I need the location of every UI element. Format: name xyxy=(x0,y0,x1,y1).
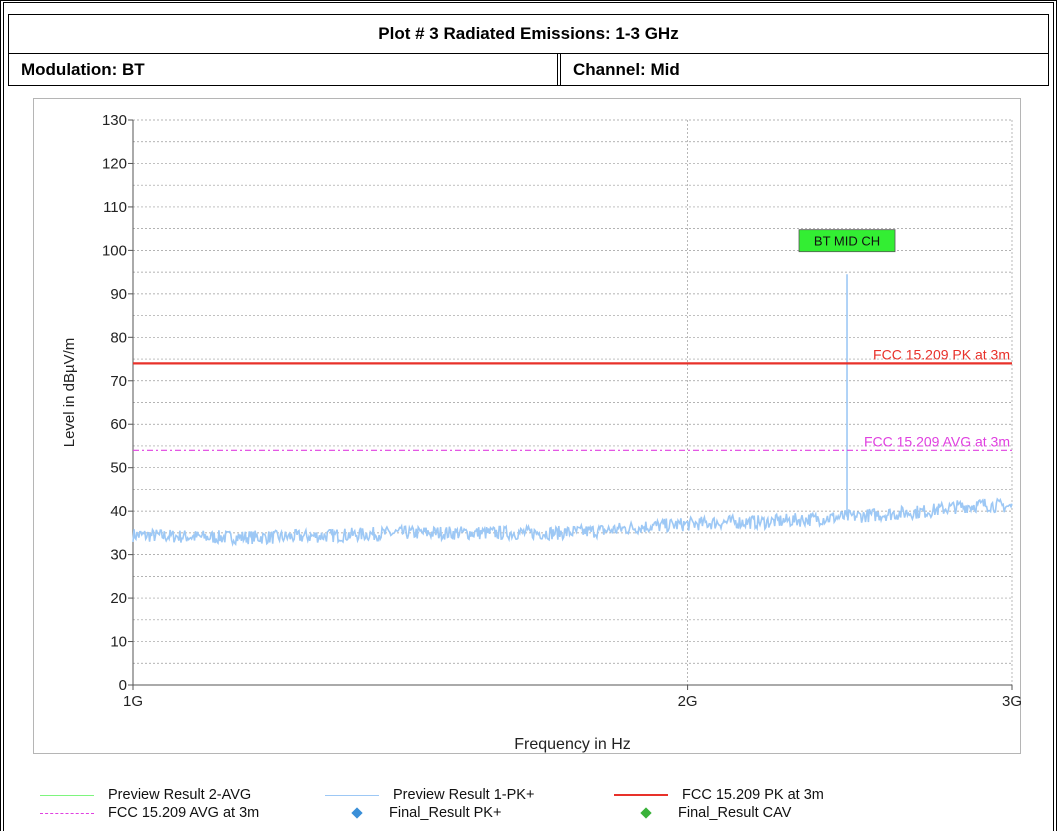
y-tick-label: 0 xyxy=(119,677,127,694)
y-tick-label: 50 xyxy=(110,460,127,477)
legend-label-preview-avg: Preview Result 2-AVG xyxy=(108,787,252,803)
series-trace xyxy=(132,497,1013,547)
legend-label-fcc-avg: FCC 15.209 AVG at 3m xyxy=(108,805,260,821)
x-tick-label: 3G xyxy=(1002,693,1022,710)
channel-label: Channel: Mid xyxy=(573,59,680,79)
y-tick-label: 90 xyxy=(110,286,127,303)
legend-swatch-preview-avg xyxy=(40,794,94,796)
limit-label-avg: FCC 15.209 AVG at 3m xyxy=(864,433,1010,449)
x-tick-label: 1G xyxy=(123,693,143,710)
limit-label-pk: FCC 15.209 PK at 3m xyxy=(873,346,1010,362)
legend-swatch-fcc-pk xyxy=(614,794,668,796)
y-tick-label: 80 xyxy=(110,329,127,346)
y-axis-label: Level in dBµV/m xyxy=(61,338,78,448)
x-tick-label: 2G xyxy=(678,693,698,710)
legend-item-preview-pk: Preview Result 1-PK+ xyxy=(325,786,534,804)
chart-legend: Preview Result 2-AVG Preview Result 1-PK… xyxy=(0,786,1057,831)
diamond-icon xyxy=(640,807,652,819)
legend-item-fcc-avg: FCC 15.209 AVG at 3m xyxy=(40,804,259,822)
y-tick-label: 100 xyxy=(102,242,127,259)
modulation-label: Modulation: BT xyxy=(9,54,561,85)
legend-swatch-fcc-avg xyxy=(40,812,94,814)
y-tick-label: 10 xyxy=(110,634,127,651)
legend-label-preview-pk: Preview Result 1-PK+ xyxy=(393,787,535,803)
legend-item-fcc-pk: FCC 15.209 PK at 3m xyxy=(614,786,824,804)
y-tick-label: 120 xyxy=(102,155,127,172)
diamond-icon xyxy=(351,807,363,819)
y-tick-label: 40 xyxy=(110,503,127,520)
emissions-chart: 0 10 20 30 40 50 60 70 80 90 100 110 120 130 1G 2G 3G Fre… xyxy=(61,112,1022,753)
info-row: Modulation: BT Channel: Mid xyxy=(8,54,1049,86)
legend-item-preview-avg: Preview Result 2-AVG xyxy=(40,786,251,804)
plot-title: Plot # 3 Radiated Emissions: 1-3 GHz xyxy=(8,14,1049,54)
x-axis-label: Frequency in Hz xyxy=(514,736,631,753)
legend-label-final-pk: Final_Result PK+ xyxy=(389,805,502,821)
y-tick-label: 130 xyxy=(102,112,127,129)
y-tick-label: 60 xyxy=(110,416,127,433)
y-tick-label: 30 xyxy=(110,547,127,564)
legend-label-final-cav: Final_Result CAV xyxy=(678,805,792,821)
annotation-box xyxy=(798,229,896,253)
plot-area xyxy=(133,120,1012,685)
legend-item-final-pk: Final_Result PK+ xyxy=(330,804,501,822)
legend-swatch-preview-pk xyxy=(325,794,379,796)
chart-panel xyxy=(33,98,1021,754)
y-tick-label: 20 xyxy=(110,590,127,607)
annotation-label: BT MID CH xyxy=(814,234,880,249)
legend-item-final-cav: Final_Result CAV xyxy=(619,804,791,822)
y-tick-label: 110 xyxy=(103,199,127,216)
legend-label-fcc-pk: FCC 15.209 PK at 3m xyxy=(682,787,824,803)
y-tick-label: 70 xyxy=(110,373,127,390)
